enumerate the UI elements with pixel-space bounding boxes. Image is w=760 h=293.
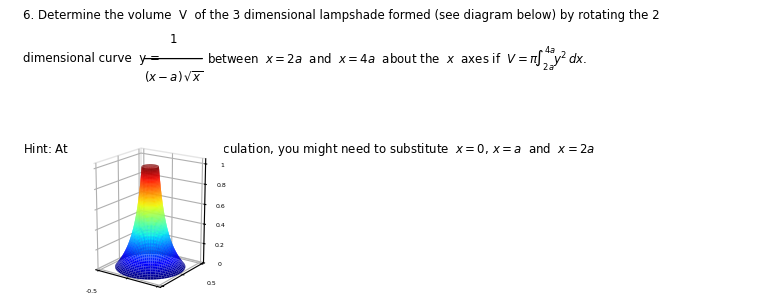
Text: $(x-a)\,\sqrt{x}$: $(x-a)\,\sqrt{x}$ — [144, 70, 203, 86]
Text: Hint: At a certain point of your calculation, you might need to substitute  $x =: Hint: At a certain point of your calcula… — [23, 141, 595, 158]
Text: dimensional curve  y =: dimensional curve y = — [23, 52, 160, 65]
Text: between  $x = 2a$  and  $x = 4a$  about the  $x$  axes if  $V = \pi\!\int_{2a}^{: between $x = 2a$ and $x = 4a$ about the … — [207, 44, 587, 73]
Text: 6. Determine the volume  V  of the 3 dimensional lampshade formed (see diagram b: 6. Determine the volume V of the 3 dimen… — [23, 9, 660, 22]
Text: 1: 1 — [169, 33, 177, 46]
